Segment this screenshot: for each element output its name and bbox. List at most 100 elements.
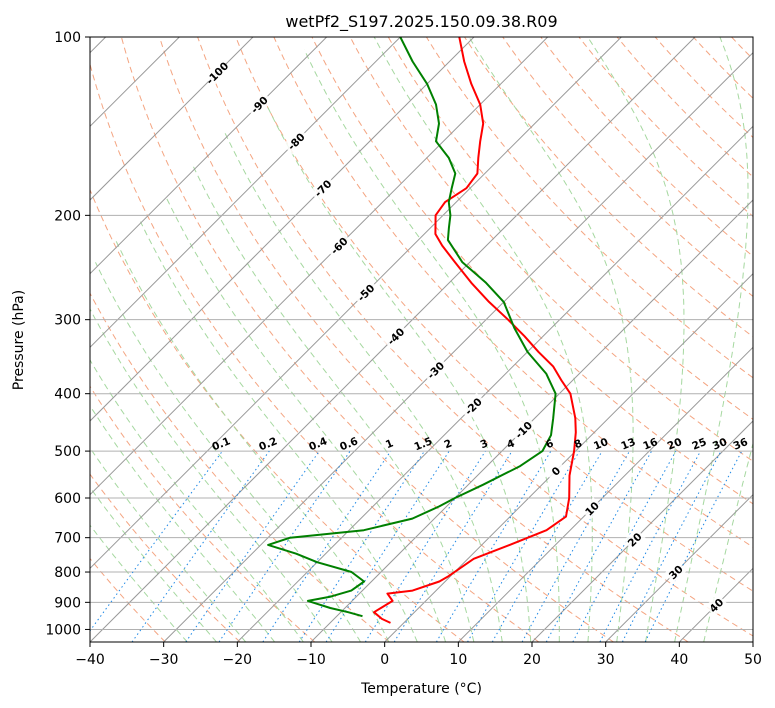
line-annotations: 0.1 0.2 0.4 0.6 1 1.5 2 3 4 6 8 10 13 16 20 25 30 36-100-… <box>203 59 750 617</box>
y-tick-label: 900 <box>54 595 81 611</box>
plot-frame <box>89 36 754 643</box>
dry-adiabat-line <box>273 37 753 548</box>
mixing-ratio-line <box>521 450 630 642</box>
dry-adiabat-line <box>90 473 241 642</box>
extra-curves <box>0 37 62 642</box>
isotherm-line <box>310 199 753 642</box>
moist-adiabat-line <box>90 524 188 642</box>
temperature-profile <box>373 37 577 624</box>
moist-adiabat-line <box>587 37 685 642</box>
pressure-gridlines <box>90 214 753 630</box>
isotherm-label-bg <box>509 416 537 444</box>
dewpoint-profile <box>267 37 557 618</box>
y-tick-label: 300 <box>54 313 81 329</box>
mixing-ratio-line <box>325 450 450 642</box>
isotherm-line <box>90 37 328 275</box>
isotherm-line <box>90 37 622 570</box>
mixing-ratio-label: 6 <box>544 437 555 451</box>
moist-adiabat-line <box>90 404 275 642</box>
x-axis-ticks: −40 −30 −20 −10 0 10 20 30 40 50 <box>75 642 762 668</box>
warm-isotherm-label: 10 <box>583 500 602 519</box>
extra-curve-line <box>0 37 62 642</box>
mixing-ratio-line <box>572 450 677 642</box>
dry-adiabat-line <box>464 37 753 338</box>
isotherm-line <box>90 37 401 349</box>
isotherm-label-bg <box>203 59 231 87</box>
moist-adiabat-line <box>90 308 333 642</box>
mixing-ratio-line <box>90 450 223 632</box>
mixing-ratio-line <box>131 450 270 642</box>
mixing-ratio-line <box>467 450 580 642</box>
moist-adiabat-line <box>261 94 532 642</box>
warm-isotherm-label-bg <box>623 528 646 551</box>
warm-isotherm-label-bg <box>580 497 604 520</box>
x-tick-label: −40 <box>75 652 105 668</box>
dry-adiabat-line <box>90 292 390 642</box>
dry-adiabat-line <box>197 37 753 637</box>
isotherm-label-bg <box>282 127 310 155</box>
mixing-ratio-line <box>545 450 653 642</box>
warm-isotherm-label-bg <box>664 560 687 584</box>
warm-isotherm-label-bg <box>544 459 568 483</box>
x-tick-label: 0 <box>380 652 389 668</box>
isotherm-label-bg <box>245 91 273 118</box>
isotherm-label-bg <box>382 322 410 350</box>
mixing-ratio-label: 25 <box>690 436 708 453</box>
y-tick-label: 500 <box>54 444 81 460</box>
dry-adiabat-line <box>770 37 775 642</box>
mixing-ratio-line <box>364 450 486 642</box>
dry-adiabat-line <box>120 37 614 642</box>
y-tick-label: 600 <box>54 491 81 507</box>
mixing-ratio-line <box>435 450 552 642</box>
isotherm-line <box>384 272 753 642</box>
mixing-ratio-line <box>644 450 743 642</box>
mixing-ratio-label: 4 <box>505 437 516 451</box>
warm-isotherm-label-bg <box>704 593 728 617</box>
x-tick-label: 50 <box>744 652 762 668</box>
mixing-ratio-label: 30 <box>711 436 729 453</box>
moist-adiabat-line <box>95 262 362 642</box>
mixing-ratio-label: 10 <box>592 436 610 453</box>
moist-adiabat-line <box>140 221 418 642</box>
y-tick-label: 200 <box>54 208 81 224</box>
moist-adiabat-line <box>703 441 753 642</box>
dry-adiabat-line <box>90 188 465 642</box>
dry-adiabat-line <box>349 37 753 462</box>
dry-adiabat-line <box>159 37 689 642</box>
dry-adiabat-line <box>311 37 753 505</box>
isotherm-line <box>605 493 753 642</box>
isotherm-line <box>90 37 475 422</box>
moist-adiabat-line <box>164 195 447 642</box>
y-axis-label: Pressure (hPa) <box>11 290 27 390</box>
mixing-ratio-label: 36 <box>732 436 750 453</box>
mixing-ratio-label: 8 <box>573 437 584 451</box>
y-axis-ticks: 1000 900 800 700 600 500 400 300 200 100 <box>45 30 90 638</box>
dry-adiabat-line <box>90 62 540 642</box>
warm-isotherm-label: 30 <box>667 563 686 582</box>
x-tick-label: −30 <box>149 652 179 668</box>
mixing-ratio-label: 13 <box>619 436 637 453</box>
moist-adiabat-line <box>115 239 390 642</box>
x-tick-label: −10 <box>296 652 326 668</box>
x-axis-label: Temperature (°C) <box>360 681 482 697</box>
dry-adiabat-line <box>502 37 753 298</box>
mixing-ratio-label: 1 <box>384 437 395 451</box>
dry-adiabat-line <box>235 37 753 592</box>
mixing-ratio-line <box>298 450 425 642</box>
isotherm-line <box>531 420 753 642</box>
mixing-ratio-label: 3 <box>479 437 490 451</box>
mixing-ratio-line <box>393 450 513 642</box>
x-tick-label: 30 <box>597 652 615 668</box>
dry-adiabat-line <box>425 37 753 379</box>
moist-adiabat-line <box>674 37 749 642</box>
moist-adiabat-line <box>90 358 304 642</box>
dry-adiabat-line <box>654 37 753 139</box>
x-tick-label: −20 <box>223 652 253 668</box>
mixing-ratio-line <box>185 450 320 642</box>
chart-title: wetPf2_S197.2025.150.09.38.R09 <box>285 12 557 32</box>
y-tick-label: 700 <box>54 531 81 547</box>
x-tick-label: 10 <box>449 652 467 668</box>
mixing-ratio-label: 2 <box>442 437 453 451</box>
dry-adiabat-line <box>90 385 316 642</box>
